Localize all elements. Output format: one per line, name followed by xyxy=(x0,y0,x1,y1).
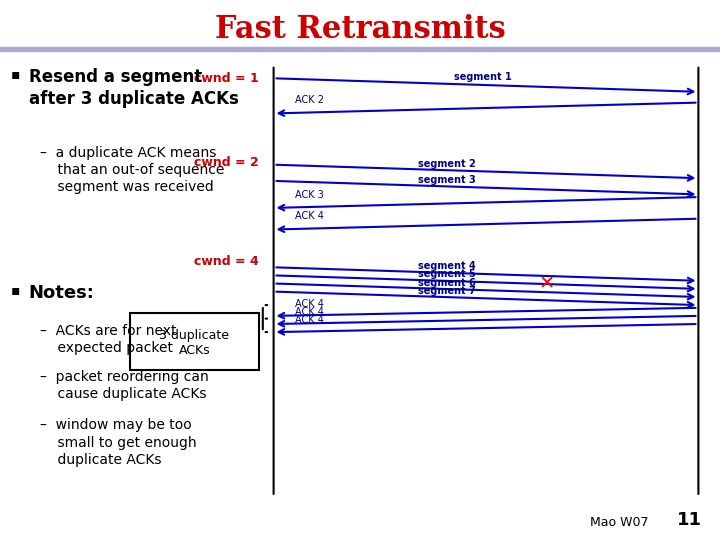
Text: segment 5: segment 5 xyxy=(418,269,475,280)
Text: cwnd = 2: cwnd = 2 xyxy=(194,156,259,168)
Text: ACK 4: ACK 4 xyxy=(295,315,324,325)
Text: Fast Retransmits: Fast Retransmits xyxy=(215,14,505,45)
Text: segment 6: segment 6 xyxy=(418,278,475,287)
Text: ACK 2: ACK 2 xyxy=(295,95,324,105)
Text: ▪: ▪ xyxy=(11,68,20,82)
Text: cwnd = 1: cwnd = 1 xyxy=(194,72,259,85)
Text: segment 7: segment 7 xyxy=(418,286,475,296)
Text: –  ACKs are for next
    expected packet: – ACKs are for next expected packet xyxy=(40,324,176,355)
Text: 3 duplicate
ACKs: 3 duplicate ACKs xyxy=(159,329,230,357)
Text: segment 4: segment 4 xyxy=(418,261,475,271)
Text: segment 1: segment 1 xyxy=(454,72,511,82)
Text: ACK 4: ACK 4 xyxy=(295,307,324,317)
Text: segment 2: segment 2 xyxy=(418,159,475,168)
FancyBboxPatch shape xyxy=(130,313,259,370)
Text: –  packet reordering can
    cause duplicate ACKs: – packet reordering can cause duplicate … xyxy=(40,370,208,401)
Text: segment 3: segment 3 xyxy=(418,175,475,185)
Bar xyxy=(0,47,720,51)
Text: cwnd = 4: cwnd = 4 xyxy=(194,255,259,268)
Text: ACK 4: ACK 4 xyxy=(295,211,324,221)
Text: ACK 3: ACK 3 xyxy=(295,190,324,200)
Text: Notes:: Notes: xyxy=(29,284,94,301)
Text: –  a duplicate ACK means
    that an out-of sequence
    segment was received: – a duplicate ACK means that an out-of s… xyxy=(40,146,224,194)
Text: Mao W07: Mao W07 xyxy=(590,516,649,529)
Text: 11: 11 xyxy=(677,511,702,529)
Text: –  window may be too
    small to get enough
    duplicate ACKs: – window may be too small to get enough … xyxy=(40,418,197,467)
Text: ACK 4: ACK 4 xyxy=(295,299,324,309)
Text: ▪: ▪ xyxy=(11,284,20,298)
Text: ✕: ✕ xyxy=(539,274,555,293)
Text: Resend a segment
after 3 duplicate ACKs: Resend a segment after 3 duplicate ACKs xyxy=(29,68,238,107)
